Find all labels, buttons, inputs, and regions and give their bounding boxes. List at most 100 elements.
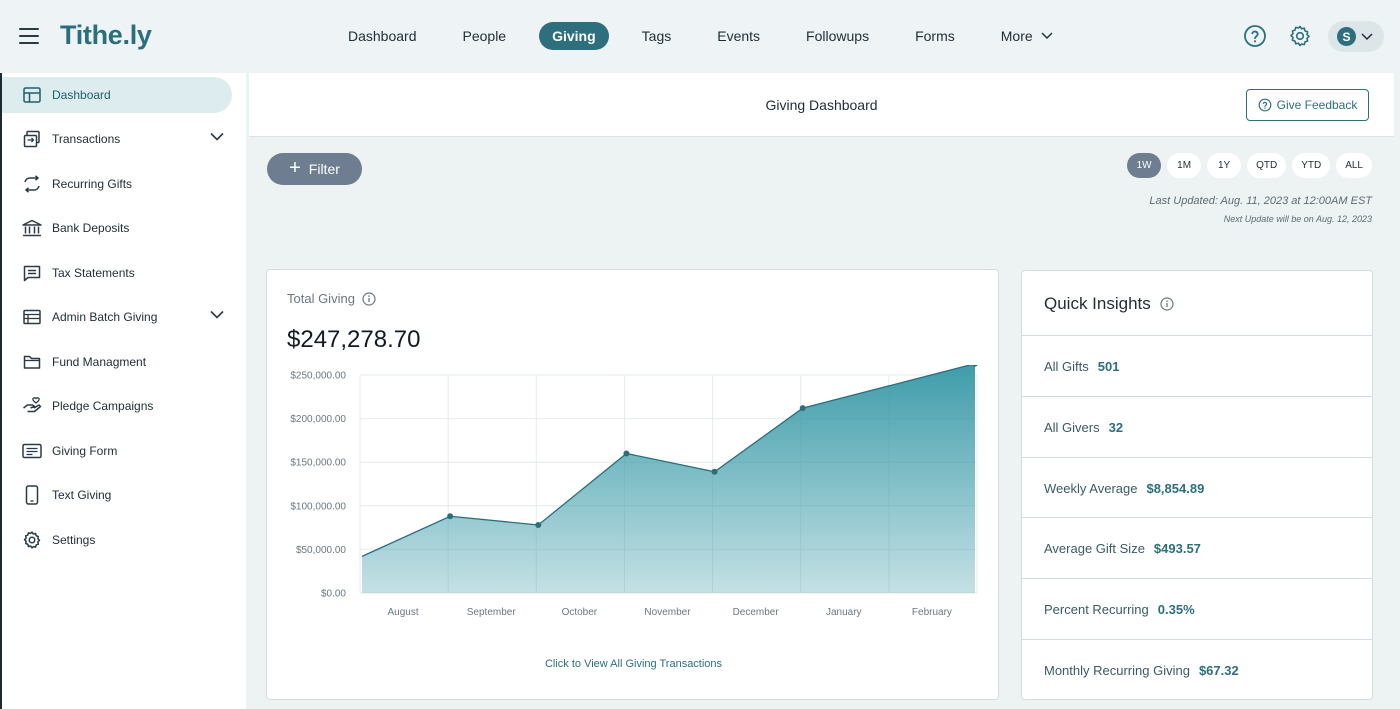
chevron-down-icon [1041, 32, 1053, 39]
filter-label: Filter [308, 161, 340, 177]
nav-label: Followups [806, 28, 870, 44]
sidebar-item-label: Settings [52, 533, 96, 547]
y-tick-label: $100,000.00 [290, 501, 346, 512]
avatar: S [1337, 27, 1356, 46]
nav-label: Forms [915, 28, 955, 44]
data-point [799, 405, 806, 412]
nav-giving[interactable]: Giving [539, 22, 609, 50]
total-giving-card: Total Giving $247,278.70 $0.00 $50,000.00… [266, 269, 999, 700]
give-feedback-button[interactable]: Give Feedback [1246, 89, 1369, 121]
sidebar-item-label: Dashboard [52, 88, 111, 102]
y-tick-label: $200,000.00 [290, 414, 346, 425]
range-qtd[interactable]: QTD [1247, 153, 1287, 178]
area-fill [362, 365, 975, 593]
help-circle-icon[interactable] [1243, 24, 1267, 48]
insight-row: Monthly Recurring Giving $67.32 [1022, 639, 1372, 700]
sidebar-item-pledge-campaigns[interactable]: Pledge Campaigns [2, 388, 232, 424]
sidebar-item-admin-batch-giving[interactable]: Admin Batch Giving [2, 299, 232, 335]
last-updated: Last Updated: Aug. 11, 2023 at 12:00AM E… [1149, 195, 1372, 207]
range-selector: 1W 1M 1Y QTD YTD ALL [1121, 153, 1372, 178]
sidebar-item-tax-statements[interactable]: Tax Statements [2, 255, 232, 291]
view-transactions-link[interactable]: Click to View All Giving Transactions [544, 658, 723, 670]
insight-value: $493.57 [1153, 540, 1201, 556]
y-tick-label: $50,000.00 [296, 545, 346, 556]
nav-label: Events [717, 28, 761, 44]
chevron-down-icon [1361, 32, 1373, 40]
sidebar-item-bank-deposits[interactable]: Bank Deposits [2, 210, 232, 246]
insight-label: Weekly Average [1044, 480, 1138, 496]
nav-people[interactable]: People [450, 22, 520, 50]
x-tick-label: September [467, 607, 517, 618]
insight-value: 0.35% [1157, 601, 1195, 617]
insight-label: Percent Recurring [1044, 601, 1149, 617]
dashboard-icon [22, 85, 42, 105]
info-icon[interactable] [1160, 297, 1174, 311]
gear-icon [22, 530, 42, 550]
sidebar-item-settings[interactable]: Settings [2, 522, 232, 558]
sidebar-item-label: Giving Form [52, 444, 118, 458]
total-giving-label: Total Giving [287, 291, 376, 306]
sidebar-item-label: Text Giving [52, 488, 112, 502]
menu-icon[interactable] [19, 28, 39, 44]
statement-icon [22, 263, 42, 283]
main-nav: Dashboard People Giving Tags Events Foll… [335, 22, 1086, 50]
insight-label: All Givers [1044, 419, 1100, 435]
filter-button[interactable]: + Filter [267, 153, 362, 185]
data-point [711, 468, 718, 475]
insight-row: Weekly Average $8,854.89 [1022, 457, 1372, 518]
x-tick-label: December [733, 607, 780, 618]
range-1y[interactable]: 1Y [1207, 153, 1242, 178]
sidebar-item-fund-management[interactable]: Fund Managment [2, 344, 232, 380]
next-update: Next Update will be on Aug. 12, 2023 [1223, 214, 1372, 224]
folder-icon [22, 352, 42, 372]
data-point [972, 365, 978, 367]
x-tick-label: August [388, 607, 419, 618]
sidebar-item-dashboard[interactable]: Dashboard [2, 77, 232, 113]
range-ytd[interactable]: YTD [1292, 153, 1331, 178]
form-icon [22, 441, 42, 461]
insight-value: 501 [1097, 358, 1120, 374]
transactions-icon [22, 129, 42, 149]
nav-more[interactable]: More [988, 22, 1066, 50]
x-tick-label: February [912, 607, 952, 618]
page-title: Giving Dashboard [765, 97, 878, 113]
range-1m[interactable]: 1M [1167, 153, 1202, 178]
x-tick-label: January [826, 607, 862, 618]
nav-events[interactable]: Events [704, 22, 773, 50]
sidebar-item-giving-form[interactable]: Giving Form [2, 433, 232, 469]
data-point [447, 513, 454, 520]
nav-forms[interactable]: Forms [902, 22, 968, 50]
range-all[interactable]: ALL [1336, 153, 1372, 178]
data-point [623, 450, 630, 457]
nav-dashboard[interactable]: Dashboard [335, 22, 430, 50]
range-1w[interactable]: 1W [1127, 153, 1162, 178]
user-menu[interactable]: S [1328, 21, 1384, 52]
insight-row: Percent Recurring 0.35% [1022, 578, 1372, 639]
quick-insights-heading: Quick Insights [1044, 294, 1151, 313]
insight-value: $8,854.89 [1146, 480, 1205, 496]
quick-insights-title: Quick Insights [1044, 294, 1174, 314]
chevron-down-icon[interactable] [210, 310, 224, 319]
sidebar-item-label: Fund Managment [52, 355, 147, 369]
gear-icon[interactable] [1288, 24, 1312, 48]
sidebar-item-recurring-gifts[interactable]: Recurring Gifts [2, 166, 232, 202]
sidebar-item-label: Pledge Campaigns [52, 399, 154, 413]
sidebar-item-label: Tax Statements [52, 266, 135, 280]
nav-label: More [1000, 28, 1033, 44]
recurring-icon [22, 174, 42, 194]
app-logo[interactable]: Tithe.ly [60, 20, 152, 50]
chevron-down-icon[interactable] [210, 132, 224, 141]
x-tick-label: October [562, 607, 598, 618]
info-icon[interactable] [362, 291, 376, 306]
nav-label: Tags [641, 28, 672, 44]
sidebar-item-transactions[interactable]: Transactions [2, 121, 232, 157]
data-point [535, 521, 542, 528]
nav-label: Dashboard [348, 28, 417, 44]
sidebar-item-text-giving[interactable]: Text Giving [2, 477, 232, 513]
quick-insights-card: Quick Insights All Gifts 501 All Givers … [1021, 270, 1373, 700]
nav-tags[interactable]: Tags [629, 22, 685, 50]
y-tick-label: $150,000.00 [290, 458, 346, 469]
nav-followups[interactable]: Followups [793, 22, 882, 50]
sidebar-item-label: Transactions [52, 132, 121, 146]
batch-icon [22, 307, 42, 327]
